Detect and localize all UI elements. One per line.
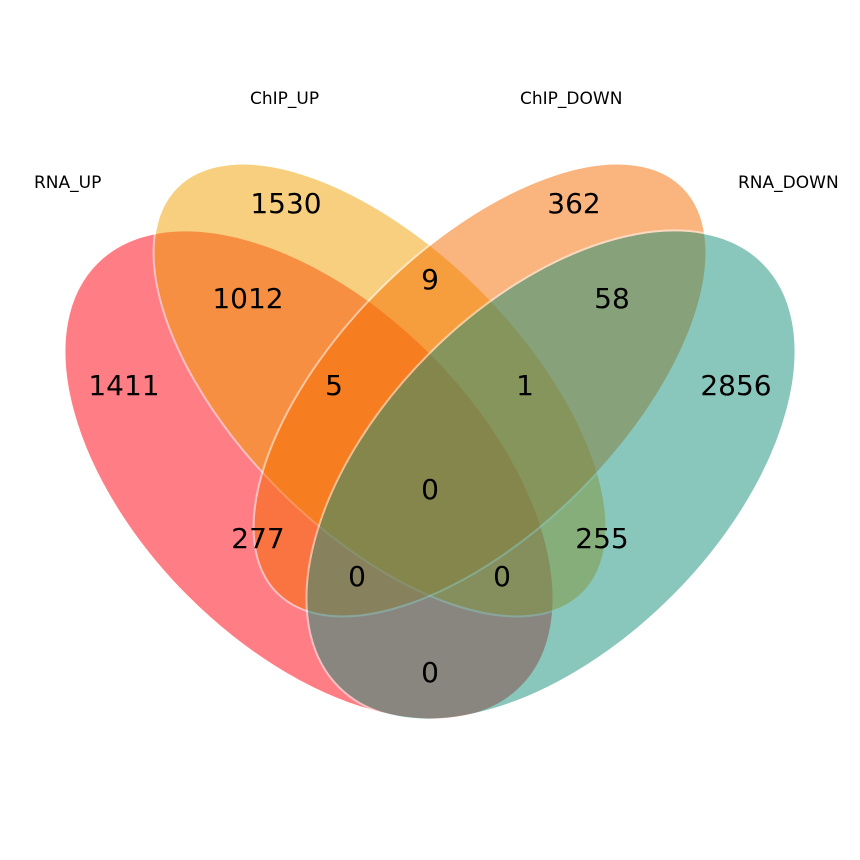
count-rna-up-rna-down: 0	[421, 656, 439, 689]
count-chip-down-rna-down: 58	[594, 282, 630, 315]
set-labels: RNA_UP ChIP_UP ChIP_DOWN RNA_DOWN	[34, 89, 839, 193]
count-rna-up-chip-up: 1012	[212, 282, 283, 315]
set-label-rna-down: RNA_DOWN	[738, 173, 839, 193]
count-rna-down-only: 2856	[700, 369, 771, 402]
count-chip-up-chip-down-rna-down: 1	[516, 369, 534, 402]
count-all-four: 0	[421, 473, 439, 506]
count-rna-up-chip-up-chip-down: 5	[325, 369, 343, 402]
set-label-rna-up: RNA_UP	[34, 173, 101, 193]
count-rna-up-chip-down-rna-down: 0	[348, 560, 366, 593]
set-label-chip-down: ChIP_DOWN	[520, 89, 622, 109]
count-chip-up-only: 1530	[250, 187, 321, 220]
count-rna-up-chip-up-rna-down: 0	[493, 560, 511, 593]
count-chip-up-chip-down: 9	[421, 263, 439, 296]
set-label-chip-up: ChIP_UP	[250, 89, 319, 109]
set-shapes	[63, 162, 797, 721]
count-rna-up-only: 1411	[88, 369, 159, 402]
count-chip-down-only: 362	[547, 187, 600, 220]
region-counts: 1411 1530 362 2856 1012 9 58 5 1 0 277 2…	[88, 187, 771, 689]
rna-down-ellipse	[305, 229, 797, 721]
count-rna-up-chip-down: 277	[231, 522, 284, 555]
count-chip-up-rna-down: 255	[575, 522, 628, 555]
